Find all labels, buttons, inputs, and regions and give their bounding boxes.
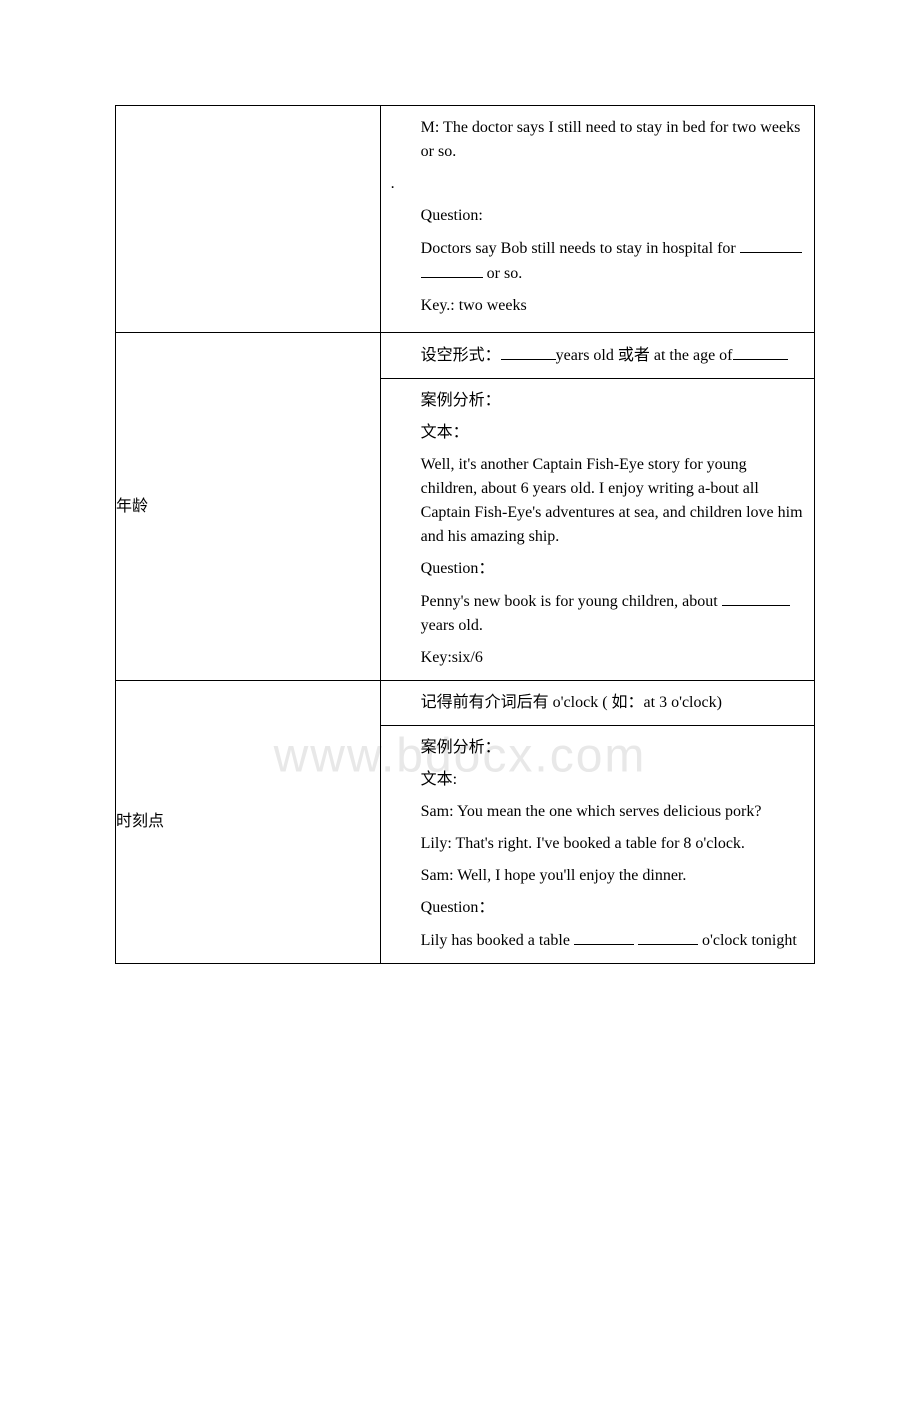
- table-row: 时刻点 记得前有介词后有 o'clock ( 如：at 3 o'clock) 案…: [116, 681, 815, 964]
- row2-top-a: 设空形式：: [421, 347, 501, 364]
- row3-question-a: Lily has booked a table: [421, 932, 574, 949]
- table-row: 年龄 设空形式： years old 或者 at the age of 案例分析：…: [116, 333, 815, 681]
- row3-left-cell: 时刻点: [116, 681, 381, 964]
- row3-question: Lily has booked a table o'clock tonight: [391, 924, 804, 957]
- row3-case-label: 案例分析：: [391, 732, 804, 764]
- row2-question-b: years old.: [421, 617, 483, 634]
- row2-label: 年龄: [116, 498, 148, 515]
- row2-case-label: 案例分析：: [391, 385, 804, 417]
- page: www.bdocx.com M: The doctor says I still…: [0, 105, 920, 1407]
- row2-question-a: Penny's new book is for young children, …: [421, 593, 722, 610]
- row1-question-b: or so.: [483, 265, 523, 282]
- row3-sam1: Sam: You mean the one which serves delic…: [391, 796, 804, 828]
- table-row: M: The doctor says I still need to stay …: [116, 106, 815, 333]
- row2-top: 设空形式： years old 或者 at the age of: [381, 333, 814, 379]
- row3-question-label: Question：: [391, 892, 804, 924]
- row3-bot: 案例分析： 文本: Sam: You mean the one which se…: [381, 726, 814, 963]
- row1-left-cell: [116, 106, 381, 333]
- row2-key: Key:six/6: [391, 642, 804, 674]
- blank: [638, 928, 698, 945]
- blank: [574, 928, 634, 945]
- row2-left-cell: 年龄: [116, 333, 381, 681]
- row3-sam2: Sam: Well, I hope you'll enjoy the dinne…: [391, 860, 804, 892]
- main-table: M: The doctor says I still need to stay …: [115, 105, 815, 964]
- row2-top-line: 设空形式： years old 或者 at the age of: [391, 339, 804, 372]
- blank: [733, 343, 788, 360]
- row1-dialog-text: M: The doctor says I still need to stay …: [421, 119, 801, 160]
- row3-top: 记得前有介词后有 o'clock ( 如：at 3 o'clock): [381, 681, 814, 726]
- row1-question-a: Doctors say Bob still needs to stay in h…: [421, 240, 740, 257]
- blank: [501, 343, 556, 360]
- row3-question-b: o'clock tonight: [698, 932, 797, 949]
- row2-right-cell: 设空形式： years old 或者 at the age of 案例分析： 文本…: [380, 333, 814, 681]
- row3-right-cell: 记得前有介词后有 o'clock ( 如：at 3 o'clock) 案例分析：…: [380, 681, 814, 964]
- row1-dialog: M: The doctor says I still need to stay …: [391, 112, 804, 168]
- row1-question: Doctors say Bob still needs to stay in h…: [391, 232, 804, 290]
- blank: [722, 589, 790, 606]
- row1-question-label: Question:: [391, 200, 804, 232]
- row2-top-b: years old 或者 at the age of: [556, 347, 733, 364]
- blank: [740, 236, 802, 253]
- row3-top-line: 记得前有介词后有 o'clock ( 如：at 3 o'clock): [391, 687, 804, 719]
- blank: [421, 261, 483, 278]
- row1-right-cell: M: The doctor says I still need to stay …: [380, 106, 814, 333]
- row2-passage: Well, it's another Captain Fish-Eye stor…: [391, 449, 804, 553]
- row2-text-label: 文本：: [391, 417, 804, 449]
- row2-question-label: Question：: [391, 553, 804, 585]
- row3-lily: Lily: That's right. I've booked a table …: [391, 828, 804, 860]
- row1-dot: .: [391, 168, 804, 200]
- row1-key: Key.: two weeks: [391, 290, 804, 322]
- row3-text-label: 文本:: [391, 764, 804, 796]
- row2-question: Penny's new book is for young children, …: [391, 585, 804, 642]
- row3-label: 时刻点: [116, 813, 164, 830]
- row2-bot: 案例分析： 文本： Well, it's another Captain Fis…: [381, 379, 814, 680]
